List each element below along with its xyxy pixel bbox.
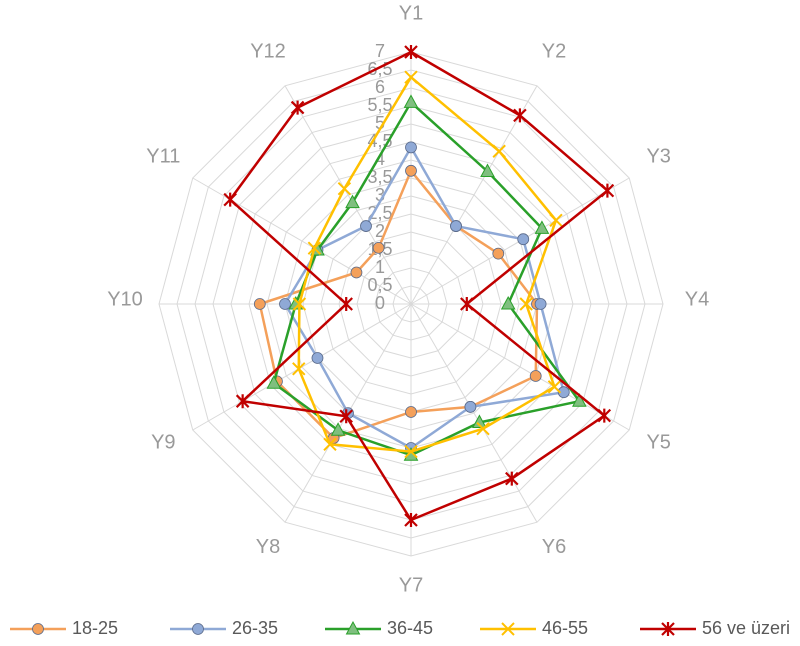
marker: [345, 620, 361, 635]
marker: [235, 394, 250, 409]
marker: [311, 352, 324, 364]
legend-label: 36-45: [387, 618, 433, 638]
category-label: Y1: [399, 2, 423, 24]
marker: [337, 181, 352, 196]
marker: [405, 164, 417, 177]
category-label: Y10: [107, 288, 143, 310]
tick-label: 5: [375, 113, 385, 133]
category-label: Y11: [146, 145, 180, 167]
spoke: [284, 85, 412, 305]
marker: [557, 386, 570, 399]
marker: [472, 414, 487, 428]
tick-label: 3,5: [367, 167, 392, 187]
marker: [501, 622, 515, 636]
marker: [464, 400, 477, 413]
marker: [403, 94, 419, 108]
category-label: Y7: [399, 574, 423, 596]
series: [223, 45, 615, 527]
marker: [404, 45, 418, 59]
legend-label: 18-25: [72, 618, 118, 638]
category-label: Y6: [542, 536, 566, 558]
marker: [223, 192, 237, 207]
tick-label: 1: [375, 257, 385, 277]
tick-label: 0: [375, 293, 385, 313]
marker: [360, 220, 372, 232]
marker: [350, 266, 363, 279]
spoke: [410, 85, 538, 305]
category-label: Y9: [151, 431, 175, 453]
marker: [534, 220, 550, 234]
marker: [405, 406, 417, 418]
marker: [549, 213, 563, 228]
category-label: Y2: [542, 41, 566, 63]
tick-label: 6: [375, 77, 385, 97]
marker: [372, 241, 385, 254]
tick-label: 2: [375, 221, 385, 241]
marker: [534, 298, 547, 310]
marker: [192, 623, 204, 635]
marker: [404, 444, 418, 459]
marker: [339, 297, 353, 311]
legend-label: 26-35: [232, 618, 278, 638]
marker: [405, 141, 417, 154]
marker: [345, 194, 360, 209]
marker: [323, 437, 337, 452]
marker: [450, 220, 462, 232]
marker: [513, 108, 527, 123]
spoke: [410, 303, 538, 523]
category-label: Y4: [685, 288, 709, 310]
marker: [266, 375, 282, 389]
marker: [330, 422, 346, 436]
marker: [279, 298, 291, 310]
marker: [292, 362, 306, 376]
category-label: Y5: [646, 431, 670, 453]
marker: [404, 70, 418, 84]
tick-label: 7: [375, 41, 385, 61]
category-label: Y8: [256, 536, 280, 558]
marker: [492, 144, 506, 158]
marker: [505, 471, 519, 486]
marker: [307, 241, 322, 255]
tick-label: 0,5: [367, 275, 392, 295]
legend-label: 56 ve üzeri: [702, 618, 790, 638]
marker: [292, 297, 307, 311]
marker: [339, 409, 353, 424]
marker: [253, 298, 266, 310]
marker: [600, 183, 615, 198]
marker: [519, 297, 533, 311]
series: [292, 70, 563, 459]
marker: [529, 370, 542, 382]
marker: [547, 380, 562, 394]
series-line: [283, 144, 566, 450]
marker: [32, 623, 44, 635]
marker: [404, 513, 418, 527]
category-label: Y12: [250, 41, 286, 63]
marker: [572, 393, 587, 407]
marker: [492, 247, 505, 260]
marker: [460, 297, 474, 311]
spoke: [410, 303, 630, 431]
marker: [661, 622, 675, 636]
marker: [597, 408, 612, 423]
marker: [476, 422, 490, 436]
tick-label: 2,5: [367, 203, 392, 223]
tick-label: 4: [375, 149, 385, 169]
marker: [290, 100, 305, 115]
category-label: Y3: [646, 145, 670, 167]
tick-label: 5,5: [367, 95, 392, 115]
marker: [517, 233, 530, 246]
marker: [500, 295, 516, 310]
legend-label: 46-55: [542, 618, 588, 638]
marker: [480, 163, 495, 177]
tick-label: 3: [375, 185, 385, 205]
